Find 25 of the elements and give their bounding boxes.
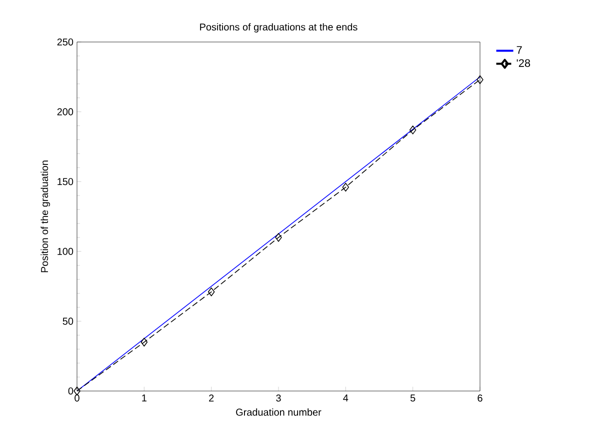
y-tick-label: 250: [57, 38, 74, 46]
point: [409, 126, 416, 134]
y-axis-title: Position of the graduation: [40, 160, 50, 272]
point: [208, 288, 215, 296]
y-tick-label: 100: [58, 248, 74, 255]
legend-label: 7: [516, 46, 522, 54]
chart-title: Positions of graduations at the ends: [200, 23, 358, 32]
point: [140, 338, 148, 347]
legend-label: '28: [516, 59, 530, 67]
y-tick-label: 0: [68, 387, 74, 395]
x-tick-label: 3: [276, 394, 281, 402]
x-tick-label: 1: [142, 394, 146, 402]
y-tick-label: 200: [57, 108, 74, 116]
point: [275, 233, 282, 242]
x-tick-label: 2: [209, 394, 214, 402]
y-tick-label: 150: [58, 178, 74, 186]
x-tick-label: 6: [478, 394, 482, 402]
point: [342, 182, 350, 192]
point: [74, 386, 80, 396]
x-tick-label: 0: [74, 394, 80, 402]
x-tick-label: 4: [343, 394, 348, 402]
point: [476, 75, 484, 84]
y-tick-label: 50: [62, 318, 74, 325]
x-axis-title: Graduation number: [236, 408, 322, 416]
x-tick-label: 5: [410, 394, 416, 402]
